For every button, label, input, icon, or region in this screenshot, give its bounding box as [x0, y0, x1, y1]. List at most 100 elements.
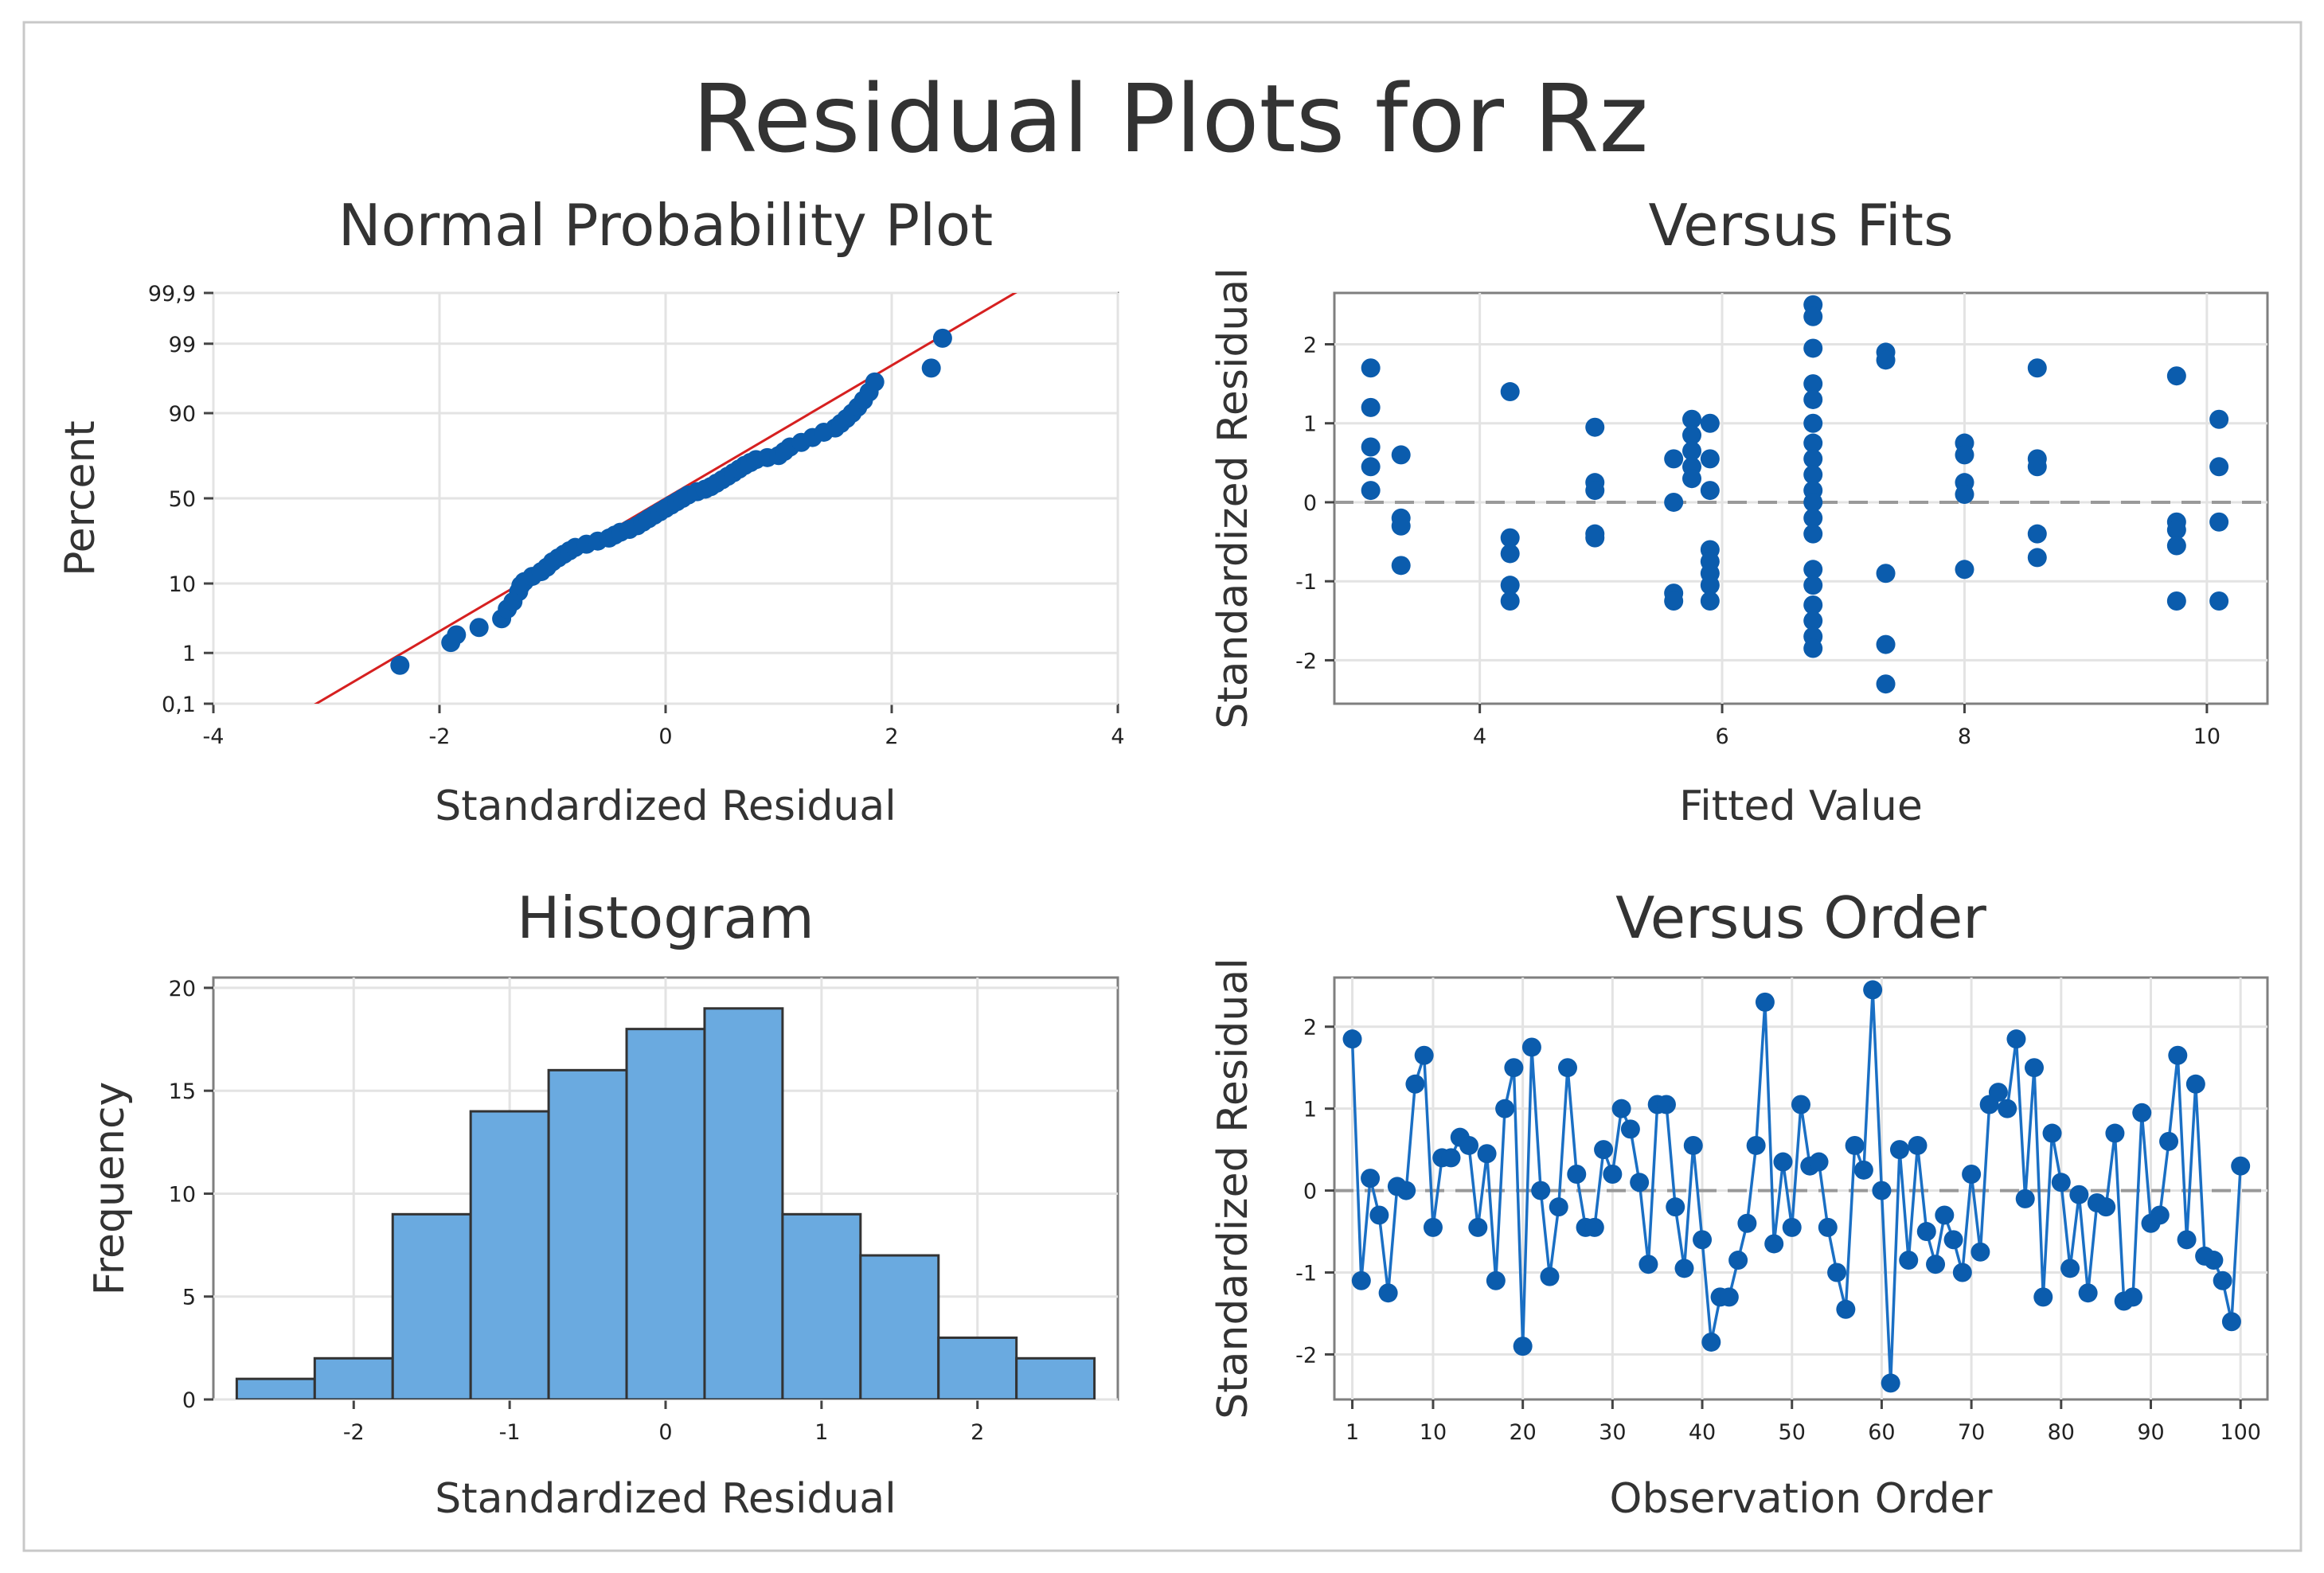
fit-residual-point [1803, 338, 1823, 358]
fit-residual-point [1682, 409, 1702, 429]
histogram-bar [235, 1377, 316, 1399]
fit-residual-point [1682, 425, 1702, 445]
histogram-bar [1015, 1356, 1096, 1399]
x-tick-label: 1 [814, 1420, 828, 1445]
x-tick-label: 2 [971, 1420, 984, 1445]
order-point [1693, 1230, 1713, 1250]
fit-residual-point [1700, 591, 1720, 611]
figure-title: Residual Plots for Rz [693, 64, 1649, 174]
fit-residual-point [1803, 389, 1823, 409]
order-point [1594, 1140, 1614, 1160]
fit-residual-point [2209, 512, 2229, 532]
fit-residual-point [1664, 449, 1684, 469]
fit-residual-point [1700, 449, 1720, 469]
fit-residual-point [1803, 465, 1823, 485]
order-point [1827, 1263, 1847, 1282]
fit-residual-point [2209, 591, 2229, 611]
order-point [1881, 1373, 1900, 1393]
x-tick-label: 30 [1599, 1420, 1626, 1445]
order-point [1935, 1205, 1955, 1225]
order-point [1943, 1230, 1963, 1250]
y-axis-label: Frequency [86, 1082, 134, 1296]
y-tick-label: 2 [1303, 334, 1317, 358]
y-tick-label: 99,9 [148, 282, 196, 306]
fit-residual-point [1500, 528, 1520, 548]
x-tick-label: 80 [2048, 1420, 2075, 1445]
panel-title: Normal Probability Plot [338, 192, 994, 259]
probability-point [469, 618, 489, 638]
order-point [1836, 1299, 1856, 1319]
order-point [1962, 1164, 1982, 1184]
order-point [2213, 1270, 2232, 1290]
order-point [1549, 1197, 1568, 1217]
order-point [1531, 1181, 1551, 1200]
x-tick-label: 6 [1715, 724, 1728, 749]
histogram-bar [313, 1356, 394, 1399]
order-point [1468, 1217, 1488, 1237]
order-point [2033, 1287, 2053, 1307]
y-tick-label: 0,1 [162, 693, 196, 717]
fit-residual-point [1803, 413, 1823, 433]
y-tick-label: 15 [169, 1079, 196, 1104]
order-point [1369, 1205, 1389, 1225]
fit-residual-point [2027, 548, 2047, 568]
fit-residual-point [2209, 409, 2229, 429]
x-tick-label: 8 [1958, 724, 1971, 749]
fit-residual-point [1803, 449, 1823, 469]
x-axis-label: Fitted Value [1679, 783, 1923, 830]
y-tick-label: -2 [1295, 1343, 1317, 1368]
order-point [2177, 1230, 2197, 1250]
fit-residual-point [1803, 611, 1823, 630]
order-point [1361, 1169, 1381, 1189]
fit-residual-point [1876, 350, 1896, 370]
order-point [1701, 1332, 1721, 1352]
x-tick-label: 10 [1420, 1420, 1447, 1445]
y-tick-label: 99 [169, 333, 196, 357]
x-tick-label: 70 [1958, 1420, 1985, 1445]
order-point [1584, 1217, 1604, 1237]
panel-title: Histogram [517, 884, 814, 951]
fit-residual-point [1803, 433, 1823, 453]
y-axis-label: Percent [57, 420, 104, 576]
x-tick-label: 0 [658, 1420, 672, 1445]
x-tick-label: 4 [1111, 724, 1124, 749]
fit-residual-point [1876, 564, 1896, 584]
x-tick-label: 50 [1779, 1420, 1806, 1445]
order-point [1782, 1217, 1802, 1237]
order-point [2221, 1312, 2241, 1332]
fit-residual-point [1803, 492, 1823, 512]
x-tick-label: 100 [2220, 1420, 2261, 1445]
fit-residual-point [1700, 413, 1720, 433]
plot-content [1334, 980, 2267, 1393]
fit-residual-point [1361, 437, 1381, 457]
x-axis-label: Standardized Residual [435, 783, 896, 830]
y-tick-label: 1 [1303, 412, 1317, 437]
fit-residual-point [1803, 374, 1823, 394]
order-point [1674, 1259, 1694, 1278]
probability-point [447, 625, 467, 645]
fit-residual-point [1803, 576, 1823, 595]
order-point [1495, 1099, 1515, 1118]
fit-residual-point [2166, 366, 2186, 386]
fit-residual-point [1500, 576, 1520, 595]
x-tick-label: 90 [2137, 1420, 2164, 1445]
order-point [1558, 1058, 1577, 1078]
order-point [2096, 1197, 2116, 1217]
histogram-bar [937, 1336, 1018, 1399]
order-point [1908, 1135, 1928, 1155]
fit-residual-point [2027, 358, 2047, 378]
fit-residual-point [1500, 591, 1520, 611]
order-point [1719, 1287, 1739, 1307]
fit-residual-point [1955, 560, 1974, 580]
fit-residual-point [2166, 536, 2186, 556]
y-axis-label: Standardized Residual [1209, 267, 1257, 728]
order-point [1603, 1164, 1623, 1184]
probability-point [865, 372, 885, 392]
fit-residual-point [1803, 508, 1823, 528]
order-point [2051, 1173, 2071, 1192]
y-tick-label: -1 [1295, 570, 1317, 595]
fit-residual-point [1361, 358, 1381, 378]
order-point [1342, 1029, 1362, 1049]
fit-residual-point [1955, 485, 1974, 505]
fit-residual-point [1500, 544, 1520, 564]
